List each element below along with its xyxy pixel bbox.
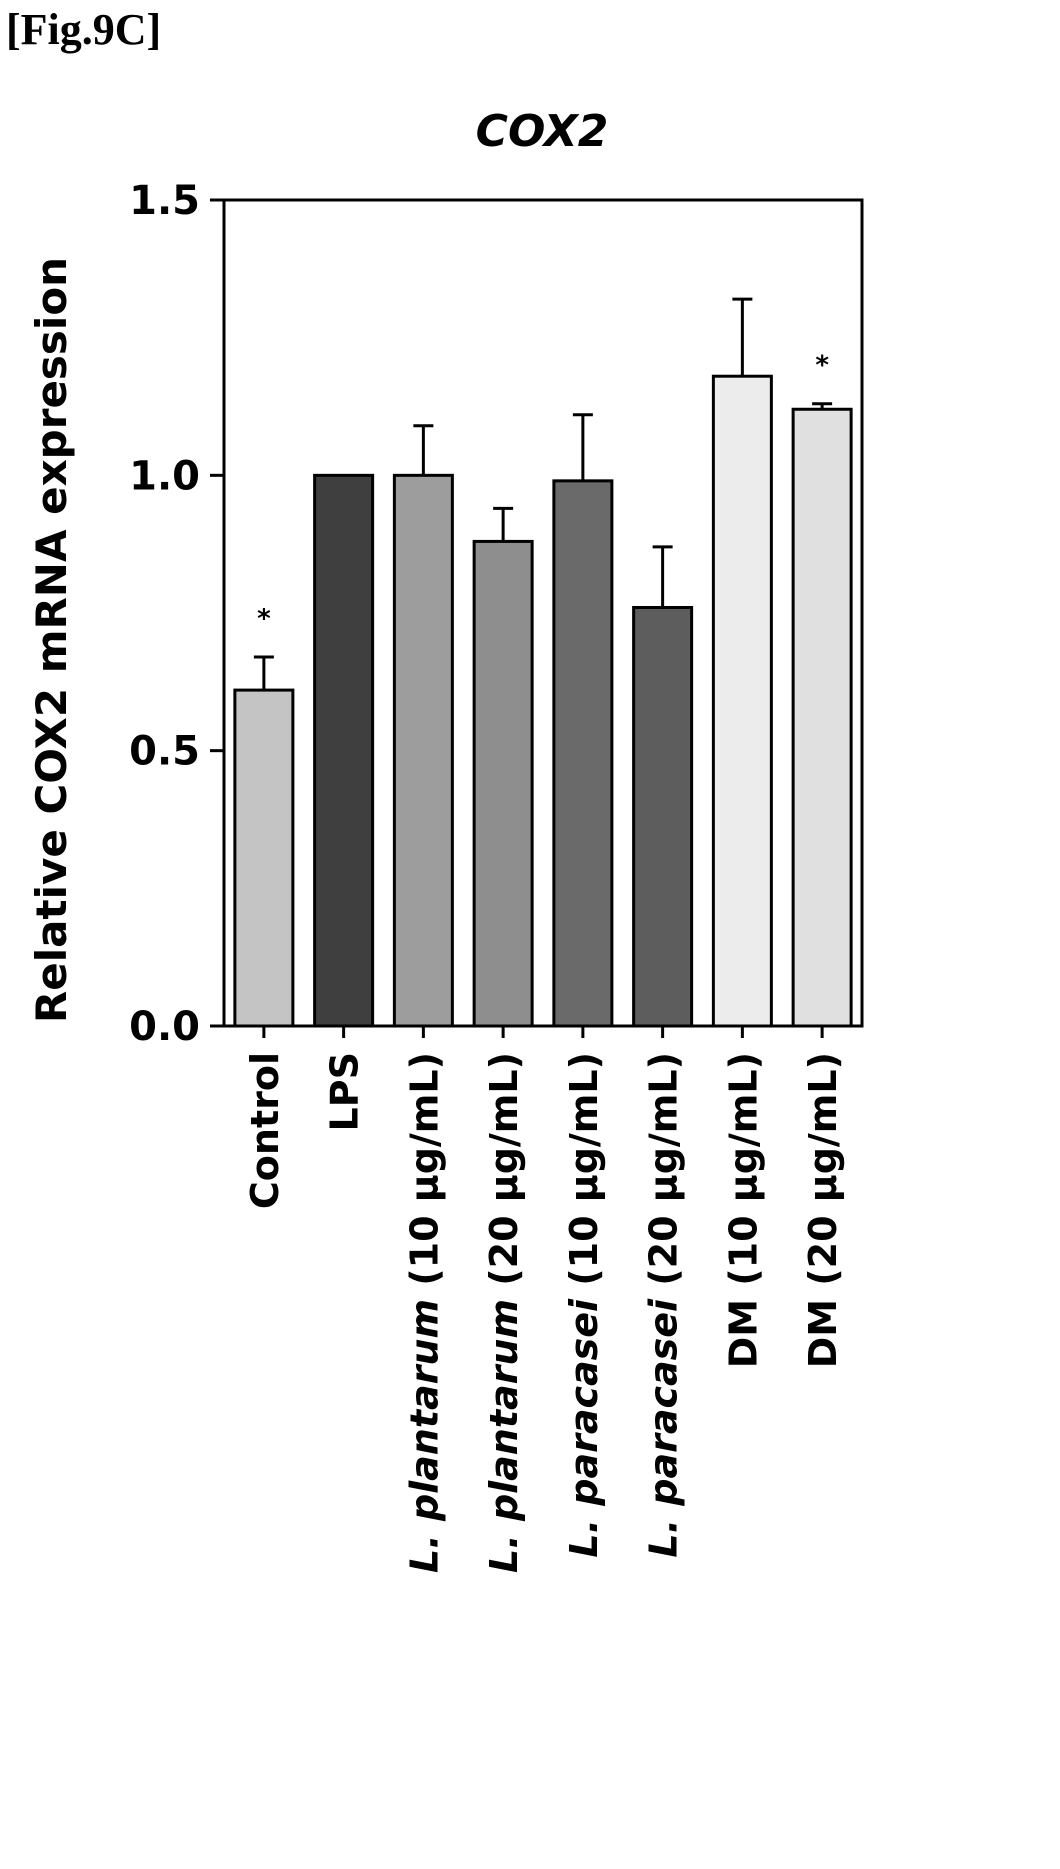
plot-frame bbox=[222, 198, 864, 1028]
x-tick-label-text: (10 μg/mL) bbox=[562, 1052, 606, 1299]
figure-label: [Fig.9C] bbox=[6, 5, 162, 54]
y-tick-label: 0.5 bbox=[129, 729, 200, 775]
x-tick-label: L. paracasei (10 μg/mL) bbox=[562, 1052, 606, 1558]
x-tick-label-text: (20 μg/mL) bbox=[482, 1052, 526, 1299]
bar-3 bbox=[392, 473, 454, 1028]
x-tick-label-text: DM (20 μg/mL) bbox=[801, 1052, 845, 1368]
x-tick-label: LPS bbox=[323, 1052, 367, 1131]
y-axis-label: Relative COX2 mRNA expression bbox=[27, 257, 76, 1023]
plot-area: 0.0 0.5 1.0 1.5 * Control LPS L. plantarum (10 … bbox=[129, 178, 864, 1573]
x-tick-label-text: DM (10 μg/mL) bbox=[721, 1052, 765, 1368]
x-tick-label-italic: L. plantarum bbox=[402, 1299, 446, 1573]
x-tick-label-text: (20 μg/mL) bbox=[642, 1052, 686, 1299]
x-tick-label-italic: L. paracasei bbox=[562, 1298, 606, 1558]
x-tick-label: L. paracasei (20 μg/mL) bbox=[642, 1052, 686, 1558]
x-tick-label-text: (10 μg/mL) bbox=[402, 1052, 446, 1299]
y-tick-label: 1.5 bbox=[129, 178, 200, 224]
x-tick-label-text: Control bbox=[243, 1052, 287, 1209]
x-tick-label: L. plantarum (20 μg/mL) bbox=[482, 1052, 526, 1573]
bar-1 bbox=[233, 688, 295, 1028]
x-tick-label-italic: L. paracasei bbox=[642, 1298, 686, 1558]
x-tick-label: DM (20 μg/mL) bbox=[801, 1052, 845, 1368]
x-tick-label: Control bbox=[243, 1052, 287, 1209]
x-tick-label-italic: L. plantarum bbox=[482, 1299, 526, 1573]
significance-marker: * bbox=[815, 351, 829, 381]
y-tick-label: 0.0 bbox=[129, 1004, 200, 1050]
significance-marker: * bbox=[257, 604, 271, 634]
chart-title: COX2 bbox=[476, 106, 609, 157]
x-tick-label-text: LPS bbox=[323, 1052, 367, 1131]
y-tick-label: 1.0 bbox=[129, 453, 200, 499]
x-tick-label: L. plantarum (10 μg/mL) bbox=[402, 1052, 446, 1573]
bar-7 bbox=[711, 374, 773, 1028]
bar-6 bbox=[632, 605, 694, 1028]
bar-4 bbox=[472, 539, 534, 1028]
bar-8 bbox=[791, 407, 853, 1028]
bar-5 bbox=[552, 479, 614, 1028]
bar-2 bbox=[313, 473, 375, 1028]
x-tick-label: DM (10 μg/mL) bbox=[721, 1052, 765, 1368]
